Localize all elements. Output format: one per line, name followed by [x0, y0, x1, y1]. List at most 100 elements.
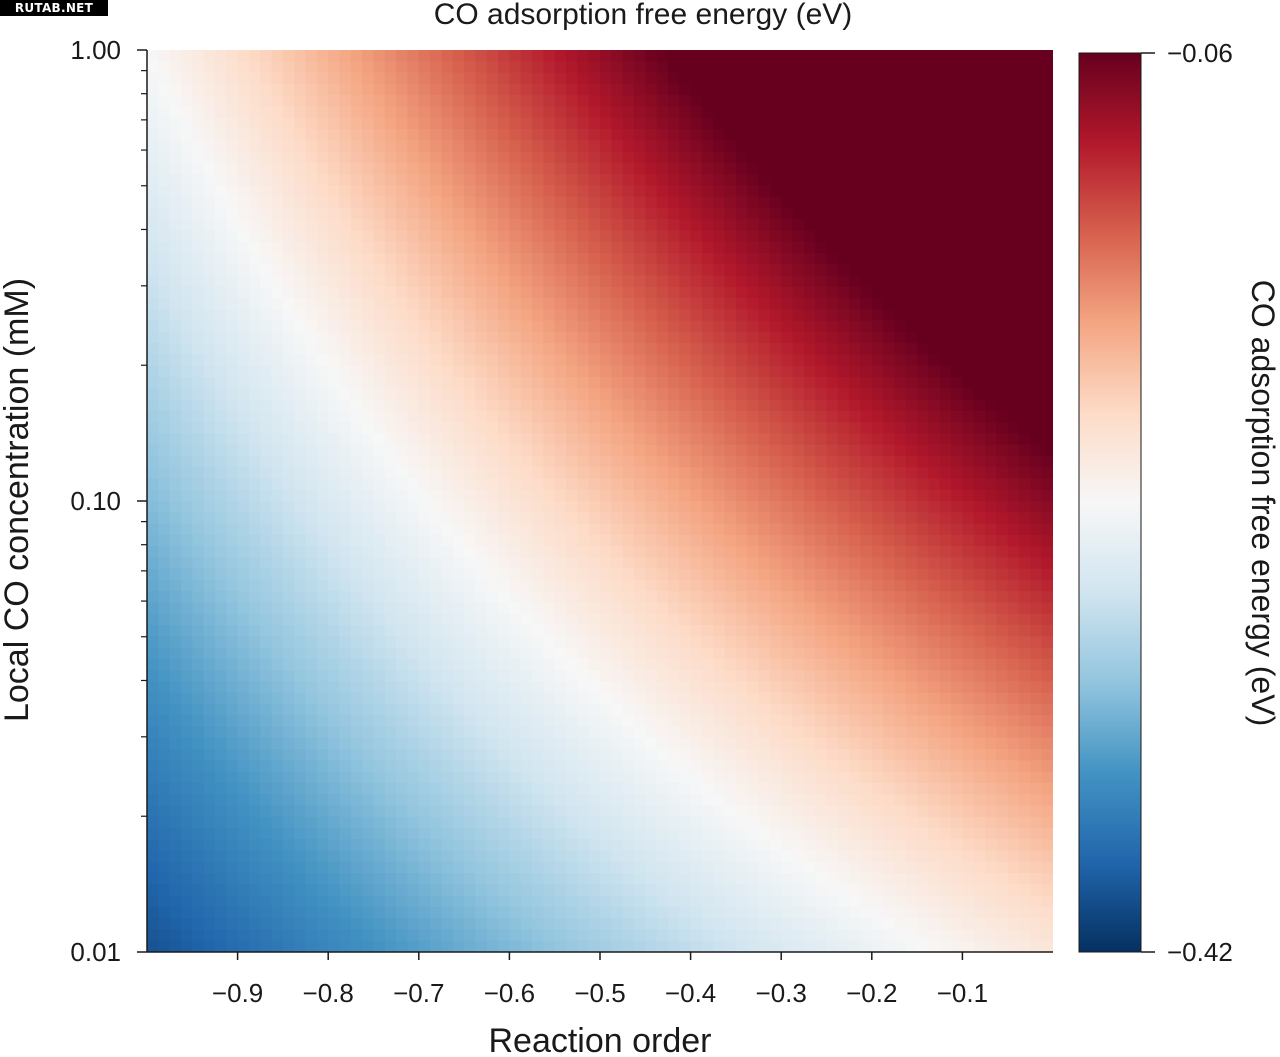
- heatmap-cell: [724, 929, 737, 942]
- heatmap-cell: [260, 579, 273, 592]
- heatmap-cell: [520, 873, 533, 885]
- heatmap-cell: [418, 343, 431, 356]
- heatmap-cell: [248, 591, 261, 604]
- heatmap-cell: [815, 523, 828, 536]
- heatmap-cell: [294, 331, 307, 344]
- heatmap-cell: [441, 715, 454, 728]
- heatmap-cell: [713, 906, 726, 919]
- heatmap-cell: [373, 929, 386, 942]
- heatmap-cell: [294, 320, 307, 333]
- heatmap-cell: [554, 162, 567, 175]
- heatmap-cell: [611, 737, 624, 750]
- heatmap-cell: [826, 343, 839, 356]
- heatmap-cell: [226, 895, 239, 908]
- heatmap-cell: [282, 95, 295, 107]
- heatmap-cell: [837, 749, 850, 761]
- heatmap-cell: [803, 128, 816, 141]
- heatmap-cell: [679, 568, 692, 581]
- heatmap-cell: [713, 591, 726, 604]
- heatmap-cell: [328, 918, 341, 931]
- heatmap-cell: [362, 568, 375, 581]
- heatmap-cell: [328, 816, 341, 829]
- heatmap-cell: [464, 410, 477, 423]
- heatmap-cell: [701, 703, 714, 716]
- heatmap-cell: [690, 410, 703, 423]
- heatmap-cell: [520, 737, 533, 750]
- heatmap-cell: [486, 185, 499, 198]
- heatmap-cell: [532, 140, 544, 153]
- heatmap-cell: [554, 95, 567, 107]
- heatmap-cell: [260, 264, 273, 277]
- heatmap-cell: [237, 219, 250, 232]
- heatmap-cell: [203, 918, 216, 931]
- heatmap-cell: [350, 647, 363, 660]
- heatmap-cell: [701, 873, 714, 885]
- heatmap-cell: [781, 50, 794, 62]
- heatmap-cell: [339, 579, 352, 592]
- heatmap-cell: [237, 50, 250, 62]
- heatmap-cell: [180, 174, 193, 186]
- heatmap-cell: [430, 140, 443, 153]
- heatmap-cell: [464, 749, 477, 761]
- heatmap-cell: [690, 827, 703, 840]
- heatmap-cell: [418, 816, 431, 829]
- heatmap-cell: [384, 670, 397, 683]
- heatmap-cell: [305, 174, 318, 186]
- heatmap-cell: [486, 568, 499, 581]
- heatmap-cell: [294, 264, 307, 277]
- heatmap-cell: [724, 861, 737, 874]
- heatmap-cell: [282, 489, 295, 502]
- heatmap-cell: [203, 906, 216, 919]
- heatmap-cell: [373, 467, 386, 480]
- heatmap-cell: [611, 388, 624, 401]
- heatmap-cell: [690, 579, 703, 592]
- heatmap-cell: [192, 884, 205, 897]
- heatmap-cell: [294, 906, 307, 919]
- heatmap-cell: [554, 918, 567, 931]
- heatmap-cell: [520, 489, 533, 502]
- heatmap-cell: [237, 602, 250, 615]
- heatmap-cell: [532, 207, 544, 220]
- heatmap-cell: [475, 467, 488, 480]
- heatmap-cell: [214, 534, 227, 547]
- heatmap-cell: [520, 794, 533, 807]
- heatmap-cell: [248, 422, 261, 434]
- heatmap-cell: [815, 354, 828, 367]
- heatmap-cell: [384, 861, 397, 874]
- heatmap-cell: [566, 219, 578, 232]
- heatmap-cell: [260, 839, 273, 852]
- heatmap-cell: [769, 737, 782, 750]
- heatmap-cell: [554, 275, 567, 288]
- heatmap-cell: [373, 72, 386, 85]
- heatmap-cell: [679, 298, 692, 310]
- heatmap-cell: [803, 50, 816, 62]
- heatmap-cell: [509, 151, 522, 164]
- heatmap-cell: [600, 782, 612, 795]
- heatmap-cell: [305, 546, 318, 558]
- heatmap-cell: [226, 455, 239, 468]
- heatmap-cell: [271, 625, 284, 637]
- heatmap-cell: [180, 737, 193, 750]
- heatmap-cell: [384, 918, 397, 931]
- heatmap-cell: [690, 388, 703, 401]
- heatmap-cell: [656, 399, 669, 412]
- heatmap-cell: [362, 230, 375, 243]
- heatmap-cell: [248, 692, 261, 705]
- heatmap-cell: [701, 895, 714, 908]
- heatmap-cell: [486, 128, 499, 141]
- heatmap-cell: [486, 422, 499, 434]
- heatmap-cell: [180, 749, 193, 761]
- heatmap-cell: [430, 512, 443, 525]
- heatmap-cell: [667, 591, 680, 604]
- heatmap-cell: [735, 343, 748, 356]
- heatmap-cell: [826, 128, 839, 141]
- heatmap-cell: [769, 771, 782, 784]
- heatmap-cell: [180, 760, 193, 773]
- heatmap-cell: [362, 749, 375, 761]
- heatmap-cell: [645, 275, 658, 288]
- heatmap-cell: [350, 557, 363, 570]
- heatmap-cell: [735, 749, 748, 761]
- heatmap-cell: [815, 906, 828, 919]
- heatmap-cell: [305, 467, 318, 480]
- heatmap-cell: [328, 658, 341, 671]
